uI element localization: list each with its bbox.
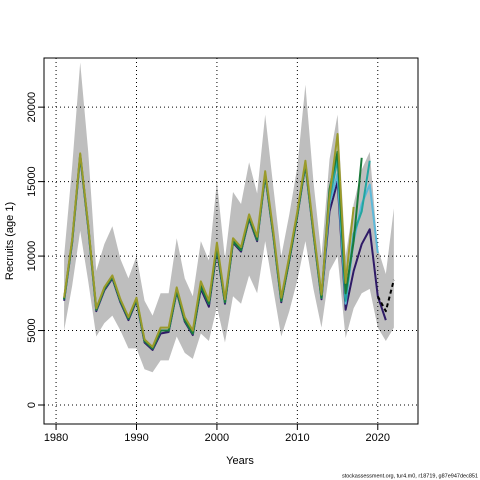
x-tick-label: 2010 — [285, 432, 309, 444]
y-tick-label: 0 — [26, 402, 38, 408]
y-tick-label: 5000 — [26, 318, 38, 342]
x-tick-label: 2000 — [205, 432, 229, 444]
x-tick-label: 1980 — [44, 432, 68, 444]
series-line — [376, 279, 395, 313]
confidence-band — [64, 62, 394, 373]
y-axis-label: Recruits (age 1) — [4, 202, 16, 280]
series-line — [63, 132, 355, 348]
plot-frame — [43, 57, 419, 425]
y-tick-label: 20000 — [26, 92, 38, 123]
x-axis-label: Years — [226, 455, 254, 467]
footer: stockassessment.org, tur4.m0, r18719, g8… — [342, 473, 478, 479]
x-tick-label: 2020 — [366, 432, 390, 444]
y-tick-label: 10000 — [26, 241, 38, 272]
x-tick-label: 1990 — [124, 432, 148, 444]
y-tick-label: 15000 — [26, 166, 38, 197]
